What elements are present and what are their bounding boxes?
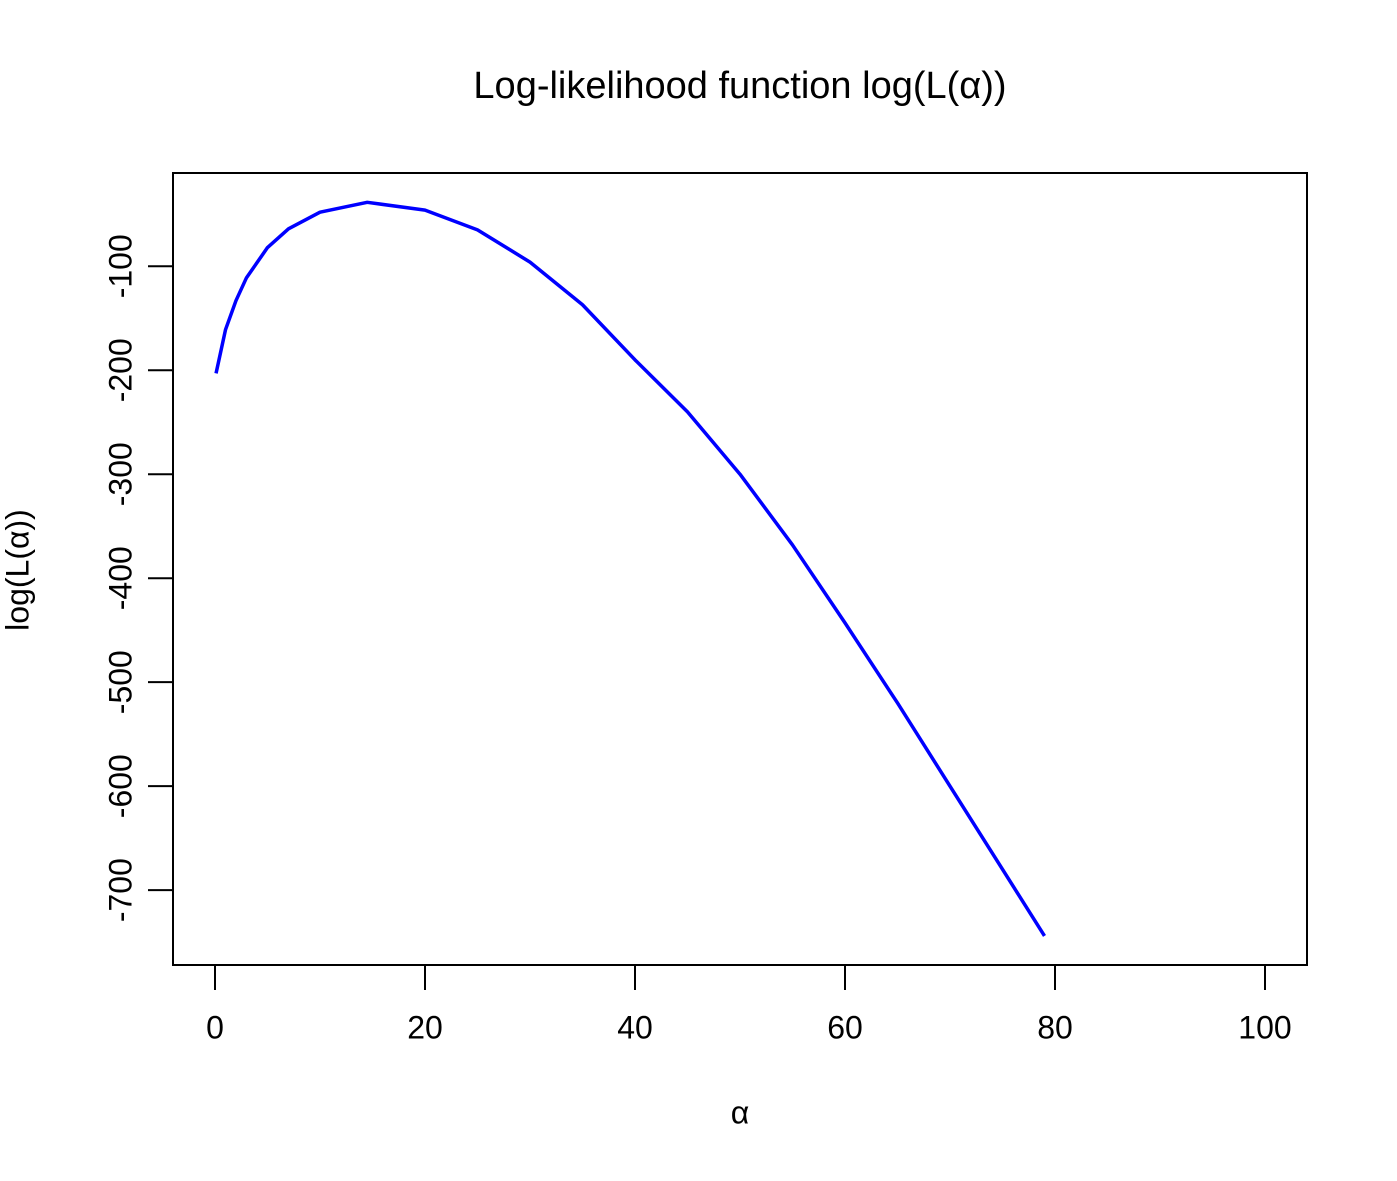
- x-tick-label: 80: [1037, 1009, 1073, 1045]
- y-axis-label: log(L(α)): [0, 509, 35, 631]
- x-axis-label: α: [731, 1094, 750, 1130]
- chart-title: Log-likelihood function log(L(α)): [473, 65, 1006, 107]
- y-tick-label: -300: [102, 442, 138, 506]
- x-tick-label: 100: [1238, 1009, 1291, 1045]
- y-tick-label: -600: [102, 754, 138, 818]
- y-tick-label: -700: [102, 858, 138, 922]
- y-tick-label: -100: [102, 234, 138, 298]
- x-tick-label: 0: [206, 1009, 224, 1045]
- line-series: [214, 200, 1046, 937]
- x-tick-label: 20: [407, 1009, 443, 1045]
- x-tick-label: 40: [617, 1009, 653, 1045]
- y-tick-label: -200: [102, 338, 138, 402]
- plot-frame: [172, 172, 1308, 966]
- y-tick-label: -500: [102, 650, 138, 714]
- x-tick-label: 60: [827, 1009, 863, 1045]
- y-tick-label: -400: [102, 546, 138, 610]
